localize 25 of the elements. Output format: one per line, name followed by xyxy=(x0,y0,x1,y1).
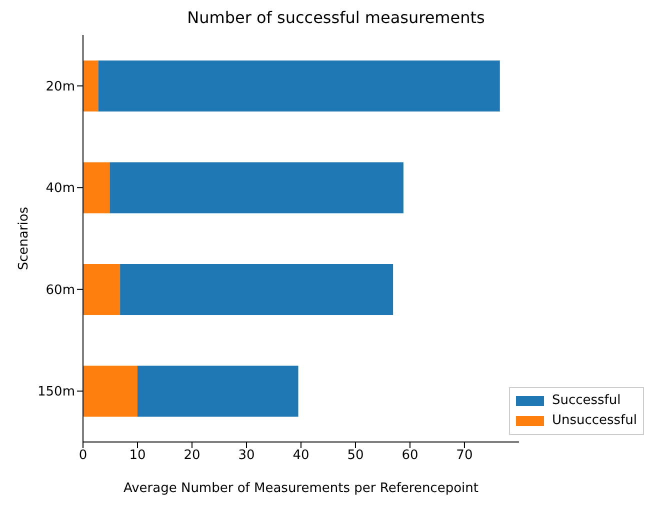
x-tick-label: 0 xyxy=(78,448,88,464)
bar xyxy=(137,366,298,417)
y-tick-label: 20m xyxy=(46,79,75,94)
y-axis-title: Scenarios xyxy=(16,206,32,270)
y-tick-label: 60m xyxy=(46,282,75,298)
x-tick-label: 40 xyxy=(292,448,310,464)
x-tick-label: 20 xyxy=(184,448,200,464)
bar xyxy=(83,60,98,112)
bar xyxy=(120,264,394,315)
x-tick-label: 60 xyxy=(402,448,418,464)
bar xyxy=(83,162,110,214)
bar xyxy=(83,264,120,315)
x-tick-label: 10 xyxy=(129,448,146,464)
x-axis-title: Average Number of Measurements per Referencepoint xyxy=(123,481,478,496)
x-tick-label: 50 xyxy=(347,448,364,464)
bar xyxy=(98,60,500,112)
bar xyxy=(110,162,404,214)
x-tick-label: 70 xyxy=(456,448,473,464)
x-tick-label: 30 xyxy=(238,448,255,464)
y-tick-label: 40m xyxy=(46,181,75,196)
chart-title: Number of successful measurements xyxy=(186,8,486,27)
y-tick-label: 150m xyxy=(38,384,75,400)
legend-label: Successful xyxy=(552,392,621,410)
bar xyxy=(83,366,138,417)
legend-label: Unsuccessful xyxy=(552,412,637,430)
